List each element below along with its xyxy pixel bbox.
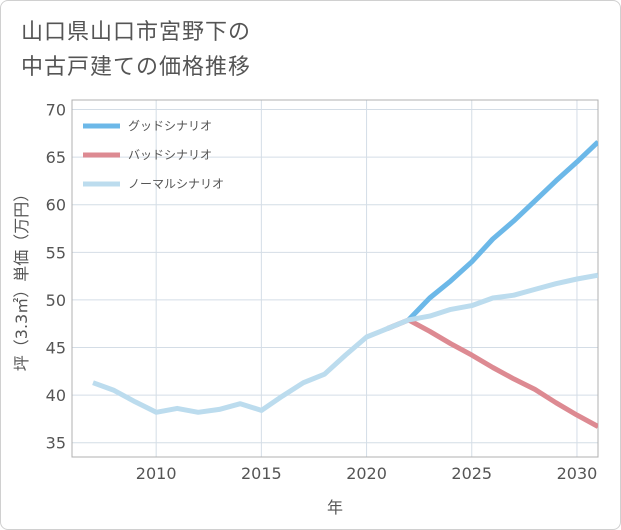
x-tick-label: 2025	[451, 464, 492, 483]
chart-title: 山口県山口市宮野下の 中古戸建ての価格推移	[21, 20, 252, 80]
y-tick-label: 35	[46, 434, 66, 453]
plot-frame	[71, 99, 599, 458]
y-tick-label: 50	[46, 291, 66, 310]
y-tick-label: 55	[46, 243, 66, 262]
y-tick-label: 40	[46, 386, 66, 405]
tick-labels: 2010 2015 2020 2025 2030 35 40 45 50 55 60 65 70	[46, 101, 598, 483]
legend-label-3: ノーマルシナリオ	[128, 177, 224, 191]
grid-lines	[72, 100, 598, 457]
y-axis-label: 坪（3.3㎡）単価（万円）	[12, 186, 31, 371]
x-tick-label: 2020	[346, 464, 387, 483]
series-line-2	[386, 317, 598, 429]
x-tick-label: 2010	[136, 464, 177, 483]
legend-label-1: グッドシナリオ	[128, 119, 212, 133]
x-tick-label: 2030	[557, 464, 598, 483]
legend-label-2: バッドシナリオ	[128, 148, 212, 162]
y-tick-label: 60	[46, 196, 66, 215]
series-lines	[92, 140, 598, 429]
series-line-3	[92, 272, 598, 415]
y-tick-label: 45	[46, 339, 66, 358]
y-tick-label: 65	[46, 148, 66, 167]
x-axis-label: 年	[327, 498, 343, 517]
series-line-1	[406, 140, 598, 322]
x-tick-label: 2015	[241, 464, 282, 483]
y-tick-label: 70	[46, 101, 66, 120]
